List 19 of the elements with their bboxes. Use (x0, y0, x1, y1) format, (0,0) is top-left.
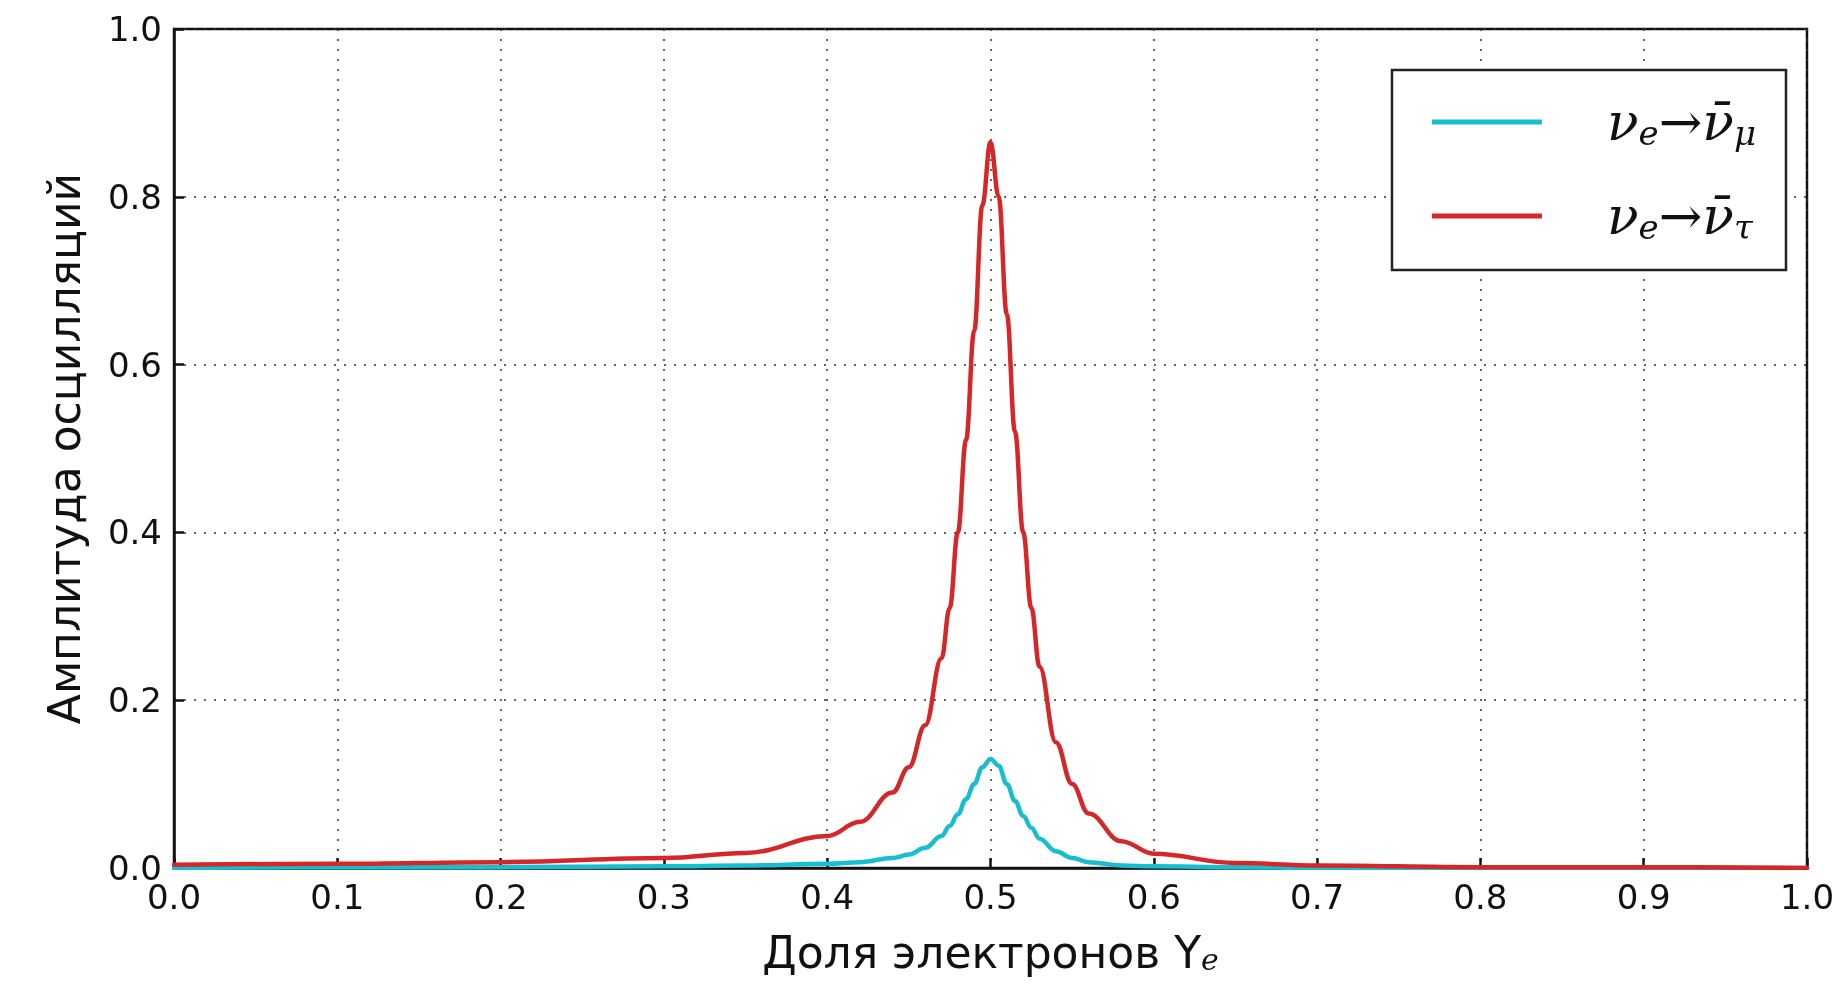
y-axis-title: Амплитуда осцилляций (38, 172, 90, 725)
x-tick-label: 0.2 (473, 877, 528, 917)
x-tick-label: 0.1 (310, 877, 365, 917)
x-tick-label: 0.8 (1453, 877, 1508, 917)
x-tick-label: 1.0 (1779, 877, 1835, 917)
y-tick-label: 1.0 (107, 9, 162, 49)
y-tick-label: 0.4 (107, 512, 162, 553)
x-tick-label: 0.9 (1616, 877, 1671, 917)
y-tick-label: 0.8 (107, 176, 162, 217)
legend-label: νe→ν̄μ (1606, 92, 1757, 153)
y-tick-label: 0.6 (107, 344, 162, 385)
y-tick-label: 0.2 (107, 680, 162, 721)
x-tick-label: 0.5 (963, 877, 1018, 917)
x-tick-label: 0.4 (800, 877, 855, 917)
x-tick-label: 0.7 (1290, 877, 1345, 917)
x-axis-title: Доля электронов Ye (762, 926, 1219, 978)
x-tick-label: 0.6 (1126, 877, 1181, 917)
x-tick-label: 0.3 (636, 877, 691, 917)
legend-label: νe→ν̄τ (1606, 186, 1754, 247)
